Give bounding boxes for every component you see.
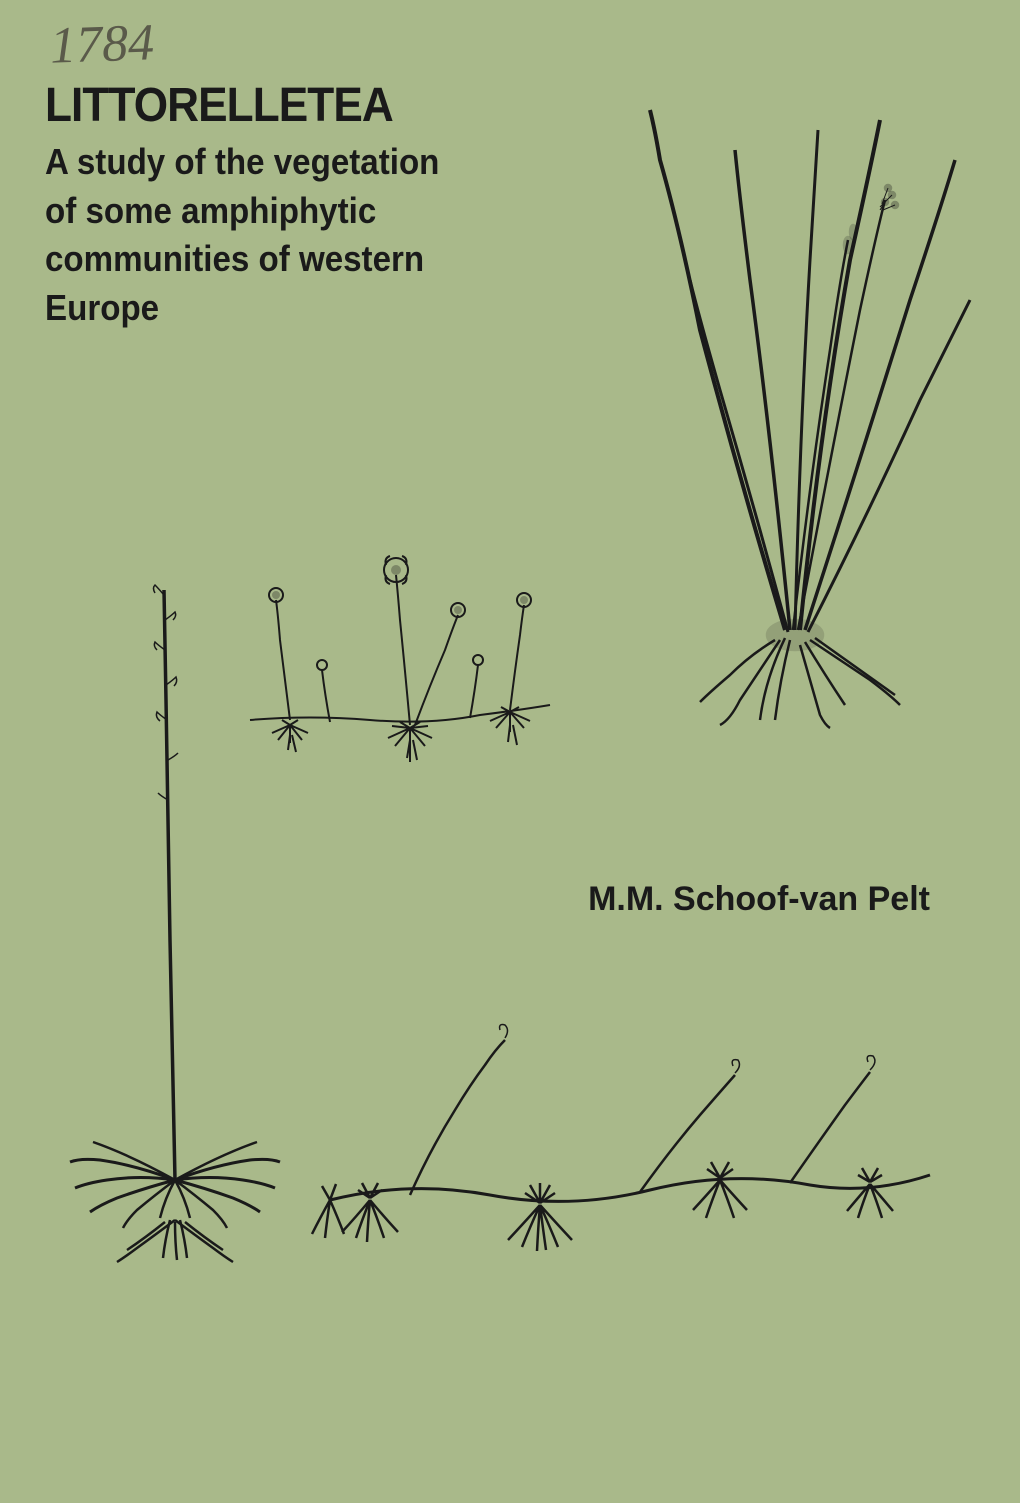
plant-illustration-runner [290,1000,990,1360]
book-title: LITTORELLETEA [45,78,393,133]
subtitle-line: A study of the vegetation [45,138,439,187]
author-name: M.M. Schoof-van Pelt [588,880,930,919]
subtitle-line: Europe [45,284,439,333]
handwritten-number: 1784 [49,13,155,76]
plant-illustration-rosette-spike [60,560,310,1280]
subtitle-line: of some amphiphytic [45,187,439,236]
book-subtitle: A study of the vegetation of some amphip… [45,138,439,332]
subtitle-line: communities of western [45,235,439,284]
plant-illustration-grass [600,80,1000,730]
